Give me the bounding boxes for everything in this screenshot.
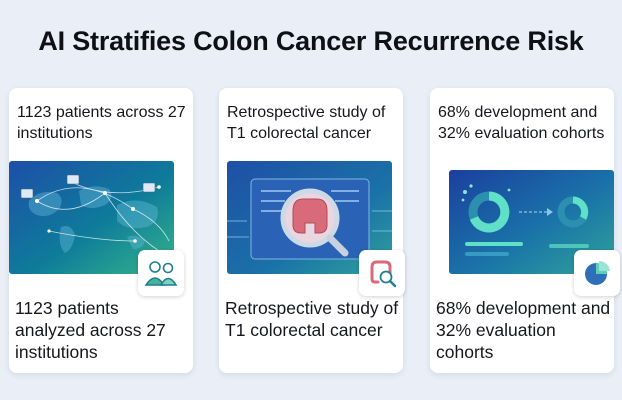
page-title: AI Stratifies Colon Cancer Recurrence Ri… <box>38 26 584 56</box>
card-bottom-text: 68% development and 32% evaluation cohor… <box>436 298 611 362</box>
card-cohorts: 68% development and 32% evaluation cohor… <box>430 88 620 373</box>
card-study: Retrospective study of T1 colorectal can… <box>219 88 405 373</box>
colon-search-icon <box>370 260 397 288</box>
card-bottom-text: 1123 patients analyzed across 27 institu… <box>15 298 166 362</box>
pie-chart-icon <box>585 260 610 285</box>
card-top-text: 1123 patients across 27 institutions <box>17 104 186 142</box>
card-bottom-text: Retrospective study of T1 colorectal can… <box>225 298 399 340</box>
world-network-map-illustration <box>9 161 174 274</box>
people-icon <box>144 261 178 286</box>
card-top-text: 68% development and 32% evaluation cohor… <box>438 104 605 142</box>
pie-chart-icon-badge <box>574 250 620 296</box>
people-icon-badge <box>138 250 184 296</box>
card-patients: 1123 patients across 27 institutions <box>9 88 193 373</box>
card-top-text: Retrospective study of T1 colorectal can… <box>227 104 386 142</box>
colon-search-icon-badge <box>359 250 405 296</box>
